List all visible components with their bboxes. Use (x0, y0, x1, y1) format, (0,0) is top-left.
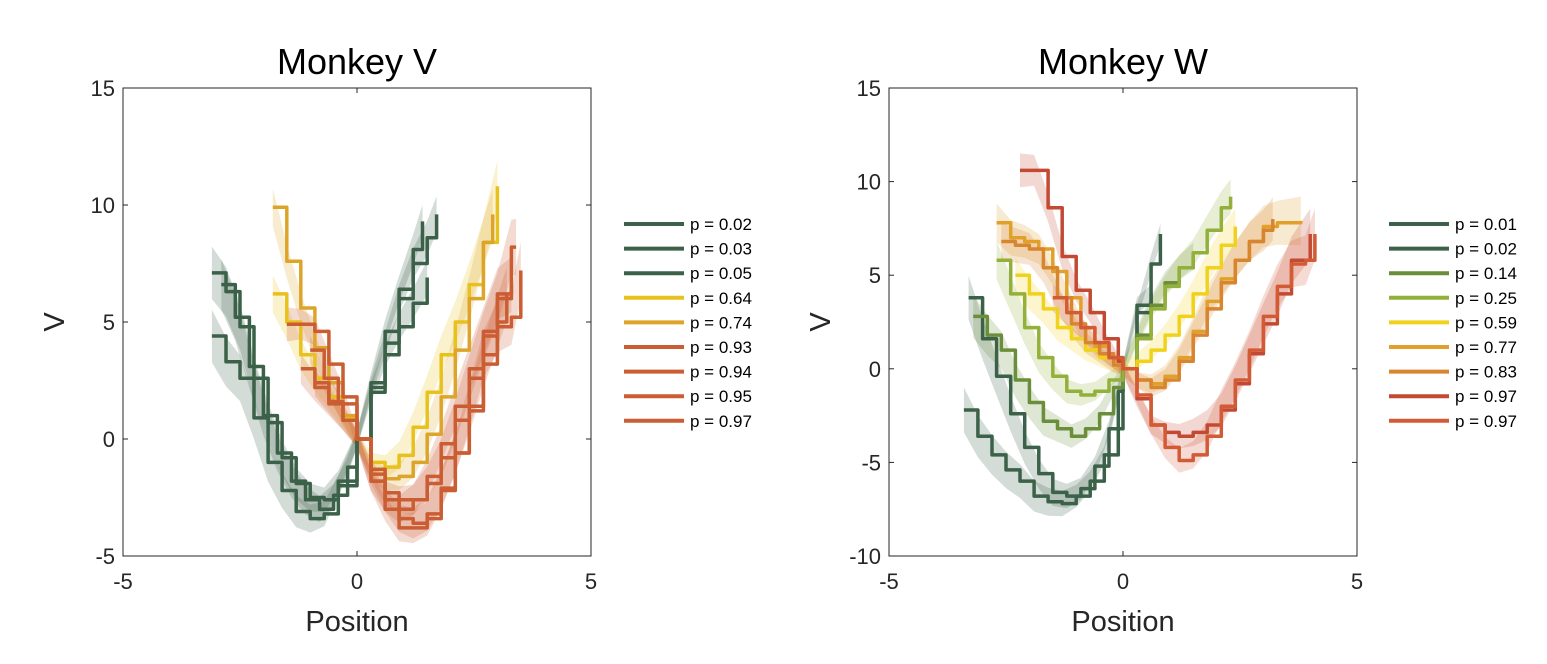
y-tick-label: 10 (857, 170, 881, 195)
x-tick-label: 0 (351, 569, 363, 594)
series-band-7 (310, 241, 521, 544)
series-group (211, 160, 523, 544)
legend-label: p = 0.77 (1455, 338, 1517, 357)
legend-label: p = 0.93 (690, 338, 752, 357)
y-axis-label: V (39, 312, 71, 332)
series-line-3 (221, 221, 425, 511)
plot-area (888, 87, 1358, 557)
legend: p = 0.01 p = 0.02 p = 0.14 p = 0.25 p = 0.59… (1389, 215, 1517, 431)
series-line-4 (272, 186, 500, 469)
legend-label: p = 0.94 (690, 363, 752, 382)
series-line-4 (996, 196, 1233, 397)
x-axis-label: Position (1071, 606, 1174, 638)
x-tick-label: -5 (113, 569, 133, 594)
x-tick-label: 5 (585, 569, 597, 594)
chart-title: Monkey V (277, 41, 437, 82)
series-group (963, 153, 1317, 517)
y-tick-label: 10 (91, 193, 115, 218)
y-axis-label: V (805, 312, 837, 332)
x-tick-label: 0 (1117, 569, 1129, 594)
legend-label: p = 0.97 (690, 412, 752, 431)
legend-label: p = 0.83 (1455, 363, 1517, 382)
series-band-5 (272, 188, 493, 491)
legend-label: p = 0.01 (1455, 215, 1517, 234)
series-line-9 (314, 293, 509, 525)
x-tick-label: 5 (1351, 569, 1363, 594)
x-tick-label: -5 (879, 569, 899, 594)
series-band-6 (996, 196, 1301, 394)
series-line-9 (1052, 234, 1317, 463)
y-tick-label: 0 (869, 357, 881, 382)
legend-label: p = 0.05 (690, 264, 752, 283)
y-tick-label: 0 (103, 427, 115, 452)
series-band-6 (286, 257, 512, 523)
chart-title: Monkey W (1038, 41, 1208, 82)
x-axis-label: Position (305, 606, 408, 638)
series-band-8 (1020, 153, 1311, 449)
y-tick-label: 5 (869, 263, 881, 288)
y-tick-label: -10 (849, 544, 881, 569)
legend-label: p = 0.59 (1455, 313, 1517, 332)
series-band-3 (221, 205, 423, 523)
series-line-6 (286, 284, 514, 511)
legend-label: p = 0.74 (690, 313, 752, 332)
legend-label: p = 0.97 (1455, 387, 1517, 406)
series-band-2 (968, 275, 1152, 509)
y-tick-label: 5 (103, 310, 115, 335)
legend-label: p = 0.02 (1455, 240, 1517, 259)
series-band-8 (300, 219, 517, 515)
legend-label: p = 0.25 (1455, 289, 1517, 308)
series-line-2 (211, 214, 439, 502)
legend-label: p = 0.14 (1455, 264, 1517, 283)
series-band-1 (211, 260, 428, 533)
legend-label: p = 0.95 (690, 387, 752, 406)
legend-label: p = 0.02 (690, 215, 752, 234)
y-tick-label: -5 (95, 544, 115, 569)
legend-label: p = 0.03 (690, 240, 752, 259)
y-tick-label: -5 (861, 450, 881, 475)
legend: p = 0.02 p = 0.03 p = 0.05 p = 0.64 p = 0.74… (624, 215, 752, 431)
legend-label: p = 0.97 (1455, 412, 1517, 431)
y-tick-label: 15 (91, 76, 115, 101)
series-line-3 (973, 256, 1195, 438)
legend-label: p = 0.64 (690, 289, 752, 308)
y-tick-label: 15 (857, 76, 881, 101)
